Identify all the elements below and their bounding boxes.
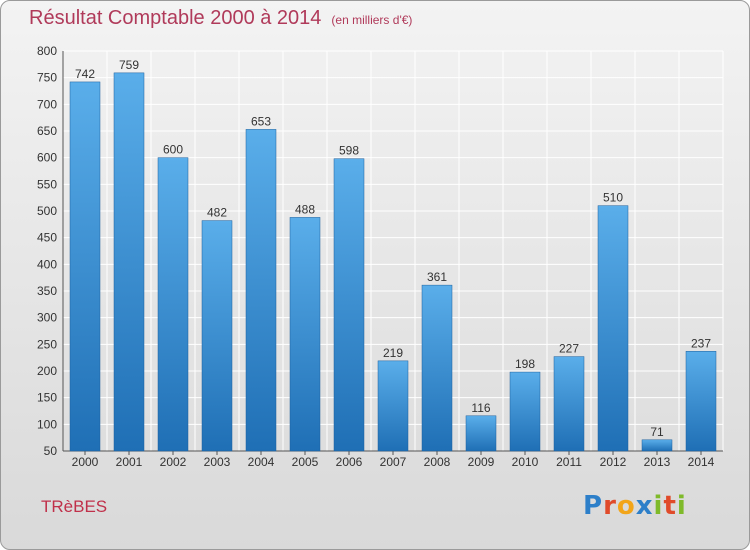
y-tick-label: 800 — [37, 44, 57, 58]
logo-letter: r — [603, 491, 617, 521]
y-tick-label: 650 — [37, 124, 57, 138]
y-tick-label: 550 — [37, 177, 57, 191]
x-tick-label-2011: 2011 — [556, 455, 582, 469]
data-label-2005: 488 — [295, 202, 315, 216]
data-label-2006: 598 — [339, 144, 359, 158]
x-tick-label-2010: 2010 — [512, 455, 539, 469]
logo-letter: i — [676, 491, 687, 521]
data-label-2004: 653 — [251, 114, 271, 128]
labels: 50 100 150 200 250 300 350 400 450 500 550 600 650 70… — [37, 44, 715, 469]
bars — [69, 72, 717, 452]
logo-letter: P — [583, 491, 604, 521]
bar-2011 — [553, 356, 585, 452]
chart-subtitle: (en milliers d'€) — [331, 13, 413, 27]
y-tick-label: 350 — [37, 284, 57, 298]
y-tick-label: 450 — [37, 231, 57, 245]
logo-letter: t — [663, 491, 677, 521]
logo-letter: o — [616, 491, 636, 521]
y-tick-label: 750 — [37, 71, 57, 85]
proxiti-logo: Proxiti — [583, 491, 687, 521]
bar-2006 — [333, 158, 365, 452]
x-tick-label-2006: 2006 — [336, 455, 363, 469]
y-tick-label: 150 — [37, 391, 57, 405]
data-label-2009: 116 — [471, 401, 490, 415]
bar-2008 — [421, 284, 453, 452]
y-tick-label: 400 — [37, 257, 57, 271]
y-tick-label: 700 — [37, 97, 57, 111]
y-tick-label: 100 — [37, 417, 57, 431]
x-tick-label-2002: 2002 — [160, 455, 187, 469]
data-label-2003: 482 — [207, 206, 227, 220]
data-label-2001: 759 — [119, 58, 139, 72]
bar-2007 — [377, 360, 409, 452]
bar-2014 — [685, 351, 717, 452]
x-tick-label-2001: 2001 — [116, 455, 143, 469]
x-tick-label-2004: 2004 — [248, 455, 275, 469]
data-label-2014: 237 — [691, 336, 711, 350]
y-tick-label: 600 — [37, 151, 57, 165]
x-tick-label-2009: 2009 — [468, 455, 495, 469]
data-label-2008: 361 — [427, 270, 447, 284]
data-label-2000: 742 — [75, 67, 95, 81]
x-tick-label-2003: 2003 — [204, 455, 231, 469]
bar-2013 — [641, 439, 673, 452]
data-label-2013: 71 — [650, 425, 664, 439]
chart-title: Résultat Comptable 2000 à 2014 (en millie… — [29, 7, 412, 30]
logo-letter: x — [635, 491, 654, 521]
bar-2009 — [465, 415, 497, 452]
y-tick-label: 250 — [37, 337, 57, 351]
data-label-2002: 600 — [163, 143, 183, 157]
logo-letter: i — [653, 491, 664, 521]
bar-2010 — [509, 371, 541, 452]
bar-2000 — [69, 81, 101, 452]
title-text: Résultat Comptable 2000 à 2014 — [29, 7, 322, 29]
y-tick-label: 500 — [37, 204, 57, 218]
data-label-2012: 510 — [603, 191, 623, 205]
bar-2001 — [113, 72, 145, 452]
data-label-2007: 219 — [383, 346, 403, 360]
x-tick-label-2007: 2007 — [380, 455, 407, 469]
x-tick-label-2014: 2014 — [688, 455, 715, 469]
commune-name: TRèBES — [41, 497, 108, 516]
x-tick-label-2005: 2005 — [292, 455, 319, 469]
bar-2005 — [289, 217, 321, 452]
x-tick-label-2008: 2008 — [424, 455, 451, 469]
data-label-2010: 198 — [515, 357, 535, 371]
data-label-2011: 227 — [559, 342, 579, 356]
y-tick-label: 200 — [37, 364, 57, 378]
y-tick-label: 50 — [44, 444, 58, 458]
x-tick-label-2000: 2000 — [72, 455, 99, 469]
bar-2003 — [201, 220, 233, 452]
x-tick-label-2012: 2012 — [600, 455, 627, 469]
x-tick-label-2013: 2013 — [644, 455, 671, 469]
bar-2002 — [157, 157, 189, 452]
y-tick-label: 300 — [37, 311, 57, 325]
bar-2004 — [245, 129, 277, 452]
bar-2012 — [597, 205, 629, 452]
